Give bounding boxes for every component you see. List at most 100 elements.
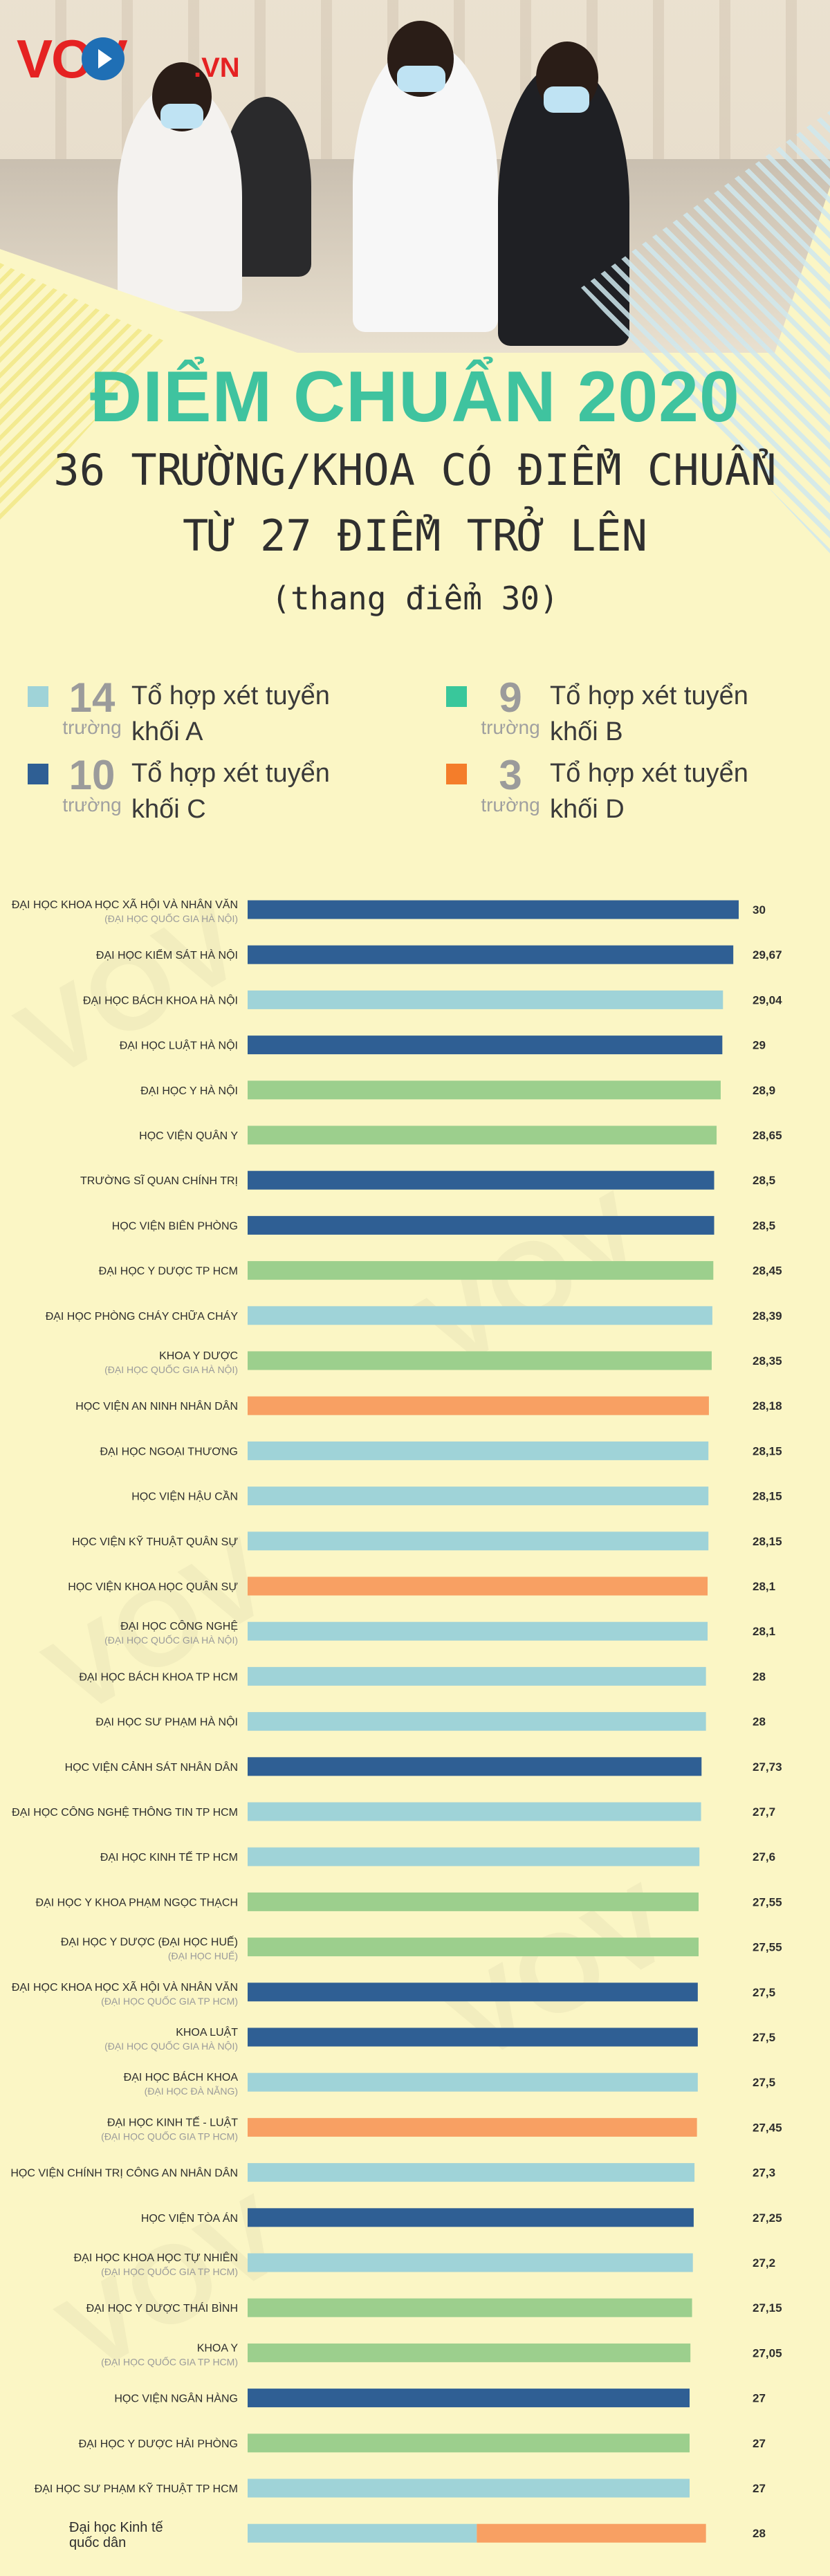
bar [248, 1215, 714, 1235]
bar-label: HỌC VIỆN NGÂN HÀNG [114, 2392, 238, 2405]
bar-label: ĐẠI HỌC Y DƯỢC THÁI BÌNH [86, 2301, 238, 2315]
play-icon [82, 37, 124, 80]
face-mask [544, 86, 589, 113]
bar-label: ĐẠI HỌC KHOA HỌC TỰ NHIÊN [74, 2251, 238, 2264]
subtitle-line-1: 36 TRƯỜNG/KHOA CÓ ĐIỂM CHUẨN [53, 445, 777, 495]
bar-label: ĐẠI HỌC BÁCH KHOA TP HCM [79, 1670, 238, 1683]
bar-label: KHOA Y [197, 2342, 239, 2354]
bar-value-label: 28,1 [753, 1625, 775, 1638]
bar-value-label: 28,65 [753, 1129, 782, 1142]
bar-label: ĐẠI HỌC PHÒNG CHÁY CHỮA CHÁY [46, 1309, 239, 1323]
face-mask [397, 66, 445, 92]
bar [248, 2478, 690, 2498]
bar-value-label: 29,67 [753, 948, 782, 962]
bar-value-label: 27,55 [753, 1895, 782, 1908]
legend-unit: trường [481, 717, 540, 738]
bar-segment [477, 2523, 706, 2543]
bar-value-label: 28,45 [753, 1264, 782, 1278]
bar [248, 2208, 694, 2227]
bar-label: ĐẠI HỌC KIỂM SÁT HÀ NỘI [96, 948, 238, 962]
bar-value-label: 27,7 [753, 1805, 775, 1819]
bar-label: HỌC VIỆN CHÍNH TRỊ CÔNG AN NHÂN DÂN [10, 2166, 238, 2180]
bar-value-label: 28,15 [753, 1535, 782, 1548]
legend-unit: trường [62, 794, 122, 816]
bar [248, 990, 723, 1009]
legend-text: Tổ hợp xét tuyển khối D [550, 759, 748, 824]
bar-label: ĐẠI HỌC BÁCH KHOA HÀ NỘI [83, 993, 238, 1006]
legend-text: Tổ hợp xét tuyển khối B [550, 681, 748, 746]
bar-chart: VOV VOV VOV VOV VOV ĐẠI HỌC KHOA HỌC XÃ … [0, 872, 830, 2566]
page-title: ĐIỂM CHUẨN 2020 [90, 357, 740, 437]
bar-value-label: 27,5 [753, 2031, 775, 2044]
bar-label: ĐẠI HỌC Y DƯỢC (ĐẠI HỌC HUẾ) [61, 1935, 238, 1949]
bar [248, 1170, 714, 1190]
bar-sublabel: (ĐẠI HỌC ĐÀ NẴNG) [145, 2086, 238, 2097]
bar-label: ĐẠI HỌC KINH TẾ - LUẬT [107, 2115, 238, 2128]
bar [248, 2072, 698, 2092]
bar [248, 1351, 712, 1370]
chart-svg: ĐẠI HỌC KHOA HỌC XÃ HỘI VÀ NHÂN VĂN(ĐẠI … [10, 897, 782, 2550]
bar [248, 1441, 709, 1460]
bar-label: ĐẠI HỌC BÁCH KHOA [124, 2070, 239, 2083]
bar [248, 945, 734, 964]
bar-value-label: 27,2 [753, 2256, 775, 2270]
bar-label: ĐẠI HỌC CÔNG NGHỆ [120, 1619, 238, 1632]
legend-unit: trường [62, 717, 122, 738]
bar-label: HỌC VIỆN KỸ THUẬT QUÂN SỰ [72, 1534, 238, 1548]
bar [248, 1576, 708, 1596]
bar-label: HỌC VIỆN HẬU CẦN [131, 1490, 238, 1503]
bar-label: ĐẠI HỌC KHOA HỌC XÃ HỘI VÀ NHÂN VĂN [12, 1980, 238, 1994]
bar [248, 2117, 697, 2137]
legend-count: 9 [499, 674, 522, 721]
bar-label: HỌC VIỆN CẢNH SÁT NHÂN DÂN [65, 1760, 238, 1774]
bar-label: ĐẠI HỌC Y KHOA PHẠM NGỌC THẠCH [36, 1897, 239, 1908]
bar-sublabel: (ĐẠI HỌC QUỐC GIA TP HCM) [101, 1995, 238, 2007]
bar-value-label: 28,1 [753, 1580, 775, 1593]
bar-value-label: 27 [753, 2392, 766, 2405]
legend-swatch [446, 686, 467, 707]
face-mask [160, 104, 203, 129]
bar-label: KHOA LUẬT [176, 2025, 238, 2039]
logo-suffix: .VN [194, 53, 240, 83]
bar [248, 1531, 709, 1551]
bar [248, 1666, 706, 1686]
legend-swatch [28, 764, 48, 784]
bar [248, 2163, 695, 2182]
legend-count: 3 [499, 752, 522, 798]
legend-count: 14 [68, 674, 116, 721]
bar-sublabel: (ĐẠI HỌC QUỐC GIA TP HCM) [101, 2130, 238, 2142]
bar-value-label: 28 [753, 1670, 766, 1683]
bar-value-label: 27,25 [753, 2211, 782, 2225]
bar [248, 1036, 723, 1055]
bar-label: HỌC VIỆN AN NINH NHÂN DÂN [75, 1399, 238, 1413]
bar-sublabel: (ĐẠI HỌC QUỐC GIA HÀ NỘI) [104, 2040, 238, 2052]
bar-label: Đại học Kinh tế [69, 2520, 163, 2535]
bar-sublabel: (ĐẠI HỌC QUỐC GIA HÀ NỘI) [104, 1363, 238, 1375]
bar [248, 900, 739, 919]
bar [248, 1757, 702, 1776]
bar-label: ĐẠI HỌC KINH TẾ TP HCM [100, 1850, 238, 1864]
bar-value-label: 27 [753, 2482, 766, 2495]
bar-label: ĐẠI HỌC Y HÀ NỘI [140, 1084, 238, 1097]
bar-value-label: 28,15 [753, 1490, 782, 1503]
vov-logo[interactable]: VOV .VN [17, 28, 240, 90]
bar [248, 1487, 709, 1506]
bar-value-label: 27,5 [753, 1986, 775, 1999]
bar-value-label: 28 [753, 1715, 766, 1729]
bar-value-label: 27,6 [753, 1850, 775, 1864]
bar-label: ĐẠI HỌC LUẬT HÀ NỘI [120, 1039, 238, 1052]
bar-value-label: 28,18 [753, 1399, 782, 1413]
bar-value-label: 27,45 [753, 2121, 782, 2134]
bar-label: ĐẠI HỌC KHOA HỌC XÃ HỘI VÀ NHÂN VĂN [12, 897, 238, 911]
bar-sublabel: (ĐẠI HỌC HUẾ) [168, 1951, 238, 1962]
bar [248, 1982, 698, 2002]
bar-label: ĐẠI HỌC SƯ PHẠM KỸ THUẬT TP HCM [35, 2481, 238, 2495]
bar-value-label: 28,15 [753, 1444, 782, 1457]
scale-note: (thang điểm 30) [271, 580, 559, 617]
bar-label: ĐẠI HỌC SƯ PHẠM HÀ NỘI [95, 1715, 238, 1729]
bar-value-label: 29,04 [753, 993, 782, 1006]
bar-label: KHOA Y DƯỢC [159, 1350, 238, 1362]
bar-sublabel: (ĐẠI HỌC QUỐC GIA HÀ NỘI) [104, 912, 238, 924]
bar-value-label: 27,55 [753, 1941, 782, 1954]
bar-label: HỌC VIỆN KHOA HỌC QUÂN SỰ [68, 1580, 238, 1593]
